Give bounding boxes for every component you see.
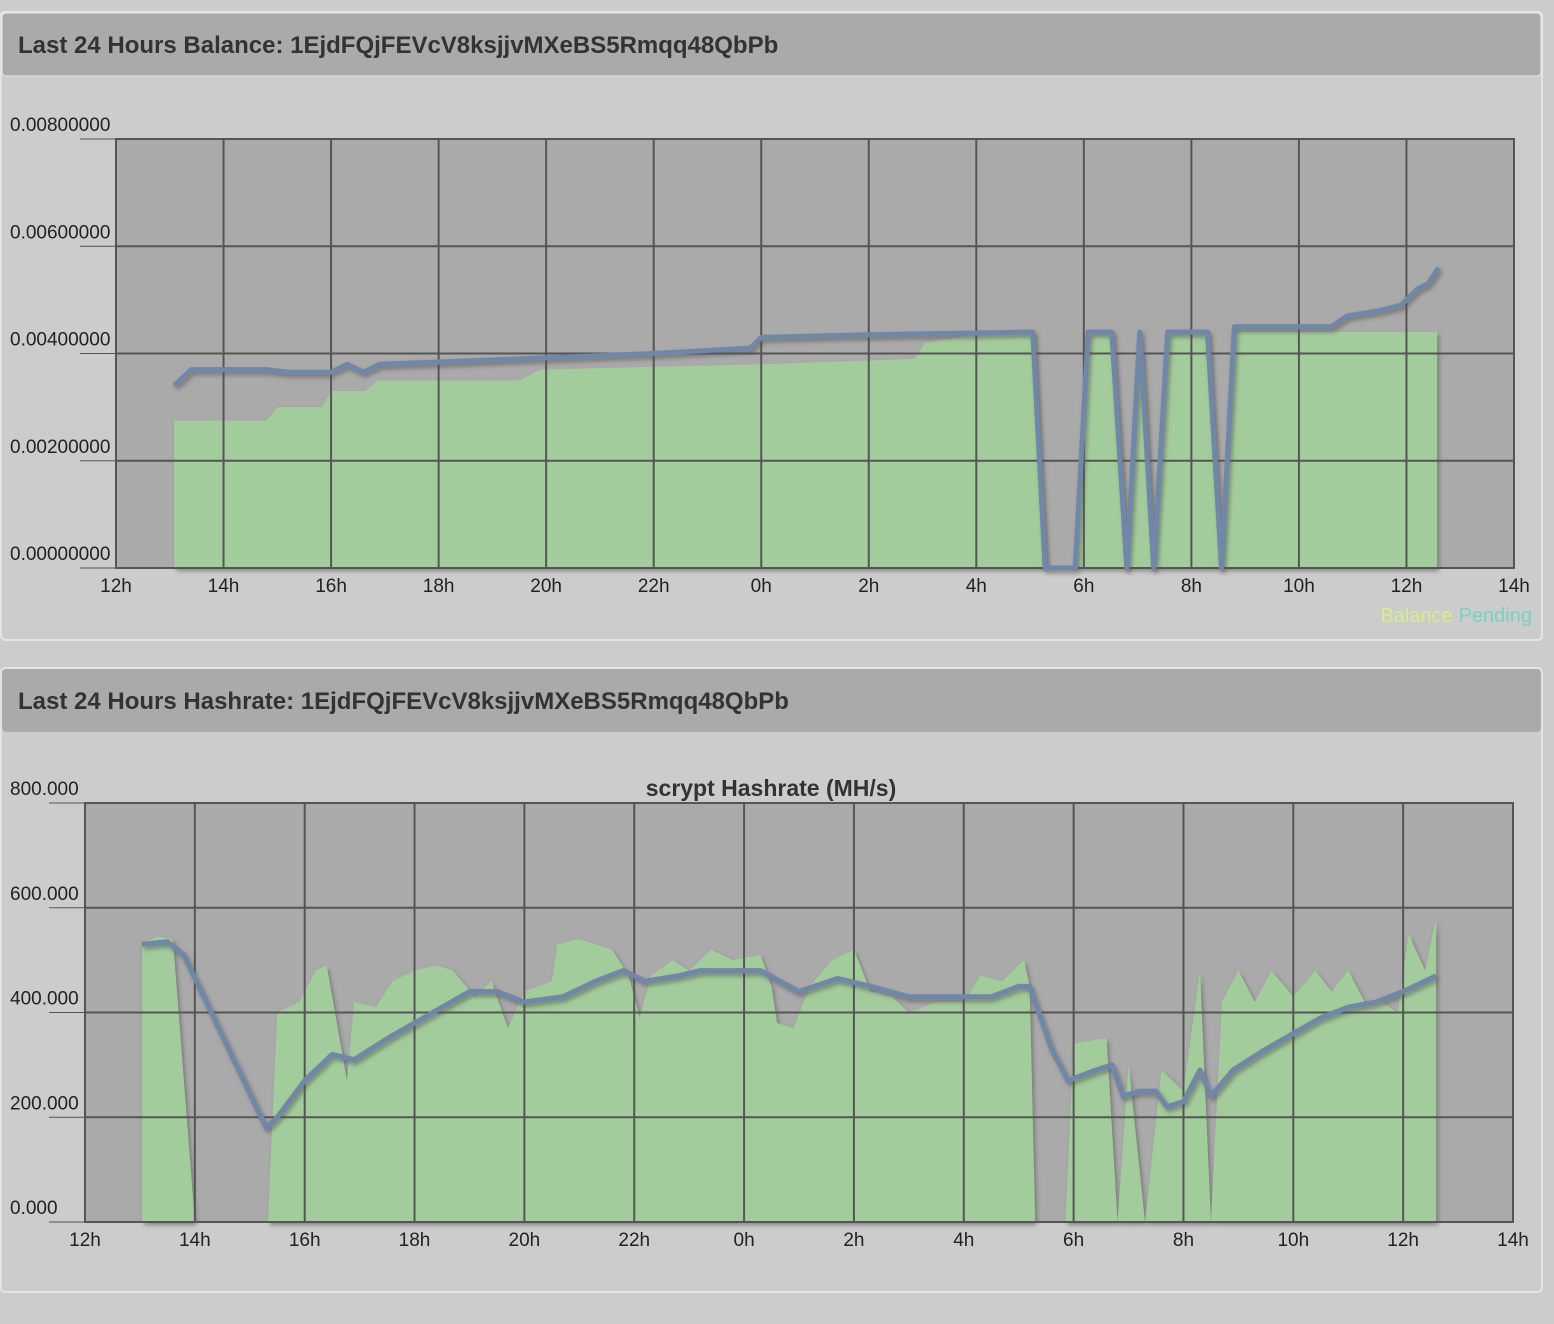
x-tick-label: 22h [638, 576, 670, 597]
x-tick-label: 4h [953, 1230, 974, 1251]
y-tick-label: 0.000 [10, 1198, 58, 1219]
y-tick-label: 800.000 [10, 779, 79, 800]
plot-border [115, 138, 1515, 569]
x-tick-label: 8h [1173, 1230, 1194, 1251]
x-tick-label: 12h [1391, 576, 1423, 597]
x-tick-label: 22h [618, 1230, 650, 1251]
line [172, 266, 1441, 571]
chart-title: scrypt Hashrate (MH/s) [646, 775, 897, 801]
legend-label: Balance [1380, 605, 1452, 627]
x-tick-label: 0h [751, 576, 772, 597]
x-tick-label: 14h [208, 576, 240, 597]
x-tick-label: 20h [530, 576, 562, 597]
x-tick-label: 18h [423, 576, 455, 597]
x-tick-label: 12h [69, 1230, 101, 1251]
panel-title: Last 24 Hours Hashrate: 1EjdFQjFEVcV8ksj… [18, 688, 789, 715]
y-tick-label: 0.00800000 [10, 115, 110, 136]
x-tick-label: 14h [1498, 576, 1530, 597]
panel-header [2, 669, 1541, 732]
x-tick-label: 2h [843, 1230, 864, 1251]
x-tick-label: 16h [289, 1230, 321, 1251]
y-tick-label: 600.000 [10, 884, 79, 905]
x-tick-label: 18h [399, 1230, 431, 1251]
x-tick-label: 6h [1073, 576, 1094, 597]
x-tick-label: 4h [966, 576, 987, 597]
x-tick-label: 8h [1181, 576, 1202, 597]
y-tick-label: 400.000 [10, 989, 79, 1010]
x-tick-label: 0h [734, 1230, 755, 1251]
x-tick-label: 10h [1283, 576, 1315, 597]
panel-header [1, 12, 1542, 77]
y-tick-label: 0.00200000 [10, 437, 110, 458]
x-tick-label: 12h [100, 576, 132, 597]
plot-border [84, 802, 1514, 1223]
y-tick-label: 0.00400000 [10, 330, 110, 351]
y-tick-label: 0.00600000 [10, 222, 110, 243]
x-tick-label: 20h [509, 1230, 541, 1251]
panel-title: Last 24 Hours Balance: 1EjdFQjFEVcV8ksjj… [18, 32, 778, 59]
y-tick-label: 200.000 [10, 1093, 79, 1114]
x-tick-label: 16h [315, 576, 347, 597]
x-tick-label: 14h [1497, 1230, 1529, 1251]
x-tick-label: 12h [1387, 1230, 1419, 1251]
line [141, 939, 1438, 1131]
x-tick-label: 6h [1063, 1230, 1084, 1251]
x-tick-label: 10h [1277, 1230, 1309, 1251]
y-tick-label: 0.00000000 [10, 544, 110, 565]
x-tick-label: 14h [179, 1230, 211, 1251]
x-tick-label: 2h [858, 576, 879, 597]
legend-label: Pending [1459, 605, 1532, 627]
